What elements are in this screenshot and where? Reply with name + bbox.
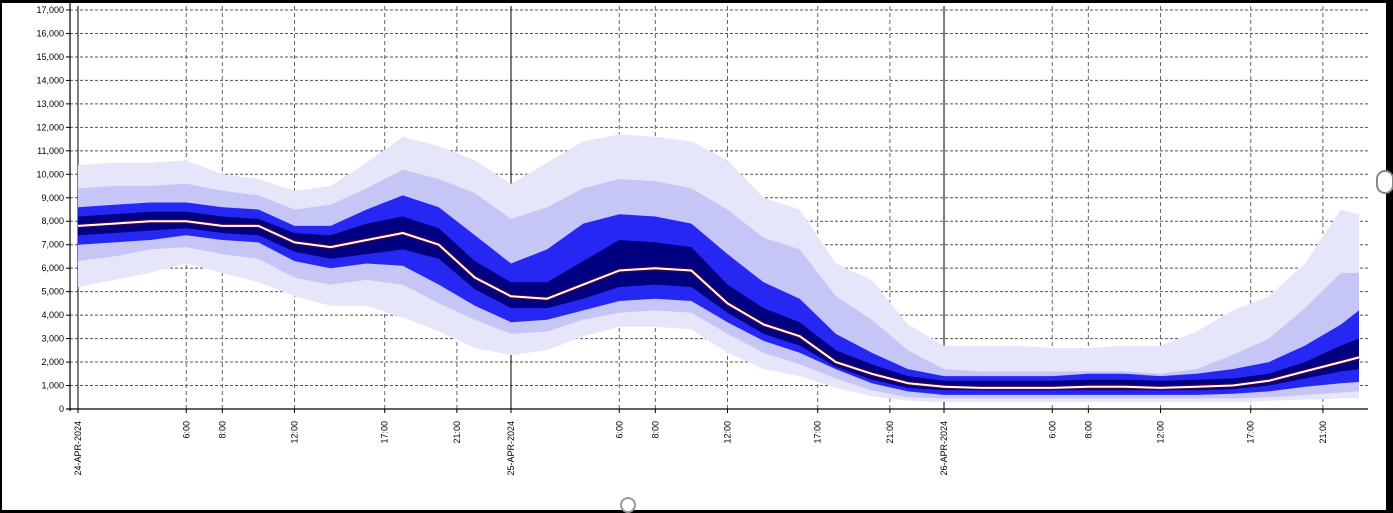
scroll-knob[interactable] xyxy=(620,497,636,513)
y-tick-label: 12,000 xyxy=(36,122,64,132)
x-tick-label: 6:00 xyxy=(1047,421,1057,439)
x-tick-label: 6:00 xyxy=(614,421,624,439)
forecast-fan-chart: 0 1,000 2,000 3,000 4,000 5,000 6,000 7,000 8,00… xyxy=(36,3,1368,476)
y-tick-label: 0 xyxy=(59,404,64,414)
x-tick-label: 21:00 xyxy=(1318,421,1328,444)
y-tick-label: 6,000 xyxy=(41,263,64,273)
y-tick-label: 7,000 xyxy=(41,240,64,250)
y-tick-label: 2,000 xyxy=(41,357,64,367)
x-tick-label: 12:00 xyxy=(290,421,300,444)
y-tick-label: 10,000 xyxy=(36,169,64,179)
y-tick-label: 4,000 xyxy=(41,310,64,320)
x-tick-label: 17:00 xyxy=(1246,421,1256,444)
y-tick-label: 8,000 xyxy=(41,216,64,226)
chart-panel: 0 1,000 2,000 3,000 4,000 5,000 6,000 7,000 8,00… xyxy=(2,3,1386,510)
x-tick-label: 21:00 xyxy=(885,421,895,444)
x-tick-label: 25-APR-2024 xyxy=(506,421,516,476)
y-tick-label: 17,000 xyxy=(36,5,64,15)
axis-layer xyxy=(66,3,1368,411)
x-tick-label: 21:00 xyxy=(452,421,462,444)
x-tick-label: 17:00 xyxy=(380,421,390,444)
y-tick-label: 15,000 xyxy=(36,52,64,62)
y-tick-label: 9,000 xyxy=(41,193,64,203)
band-inner xyxy=(78,211,1359,391)
x-tick-labels: 24-APR-2024 6:00 8:00 12:00 17:00 21:00 25-APR… xyxy=(73,409,1328,476)
x-tick-label: 8:00 xyxy=(650,421,660,439)
x-tick-label: 24-APR-2024 xyxy=(73,421,83,476)
x-tick-label: 8:00 xyxy=(217,421,227,439)
y-tick-label: 11,000 xyxy=(37,146,64,156)
y-tick-label: 16,000 xyxy=(36,28,64,38)
median-layer xyxy=(77,218,1360,391)
y-tick-label: 3,000 xyxy=(41,334,64,344)
x-tick-label: 12:00 xyxy=(1156,421,1166,444)
scroll-handle[interactable] xyxy=(1376,170,1393,194)
y-tick-label: 14,000 xyxy=(36,75,64,85)
x-tick-label: 12:00 xyxy=(723,421,733,444)
median-line xyxy=(77,220,1360,389)
x-tick-label: 17:00 xyxy=(813,421,823,444)
y-tick-label: 5,000 xyxy=(41,287,64,297)
x-tick-label: 26-APR-2024 xyxy=(939,421,949,476)
x-tick-label: 8:00 xyxy=(1083,421,1093,439)
y-tick-label: 13,000 xyxy=(36,99,64,109)
x-tick-label: 6:00 xyxy=(181,421,191,439)
y-tick-label: 1,000 xyxy=(41,381,64,391)
y-tick-labels: 0 1,000 2,000 3,000 4,000 5,000 6,000 7,000 8,00… xyxy=(36,5,70,414)
